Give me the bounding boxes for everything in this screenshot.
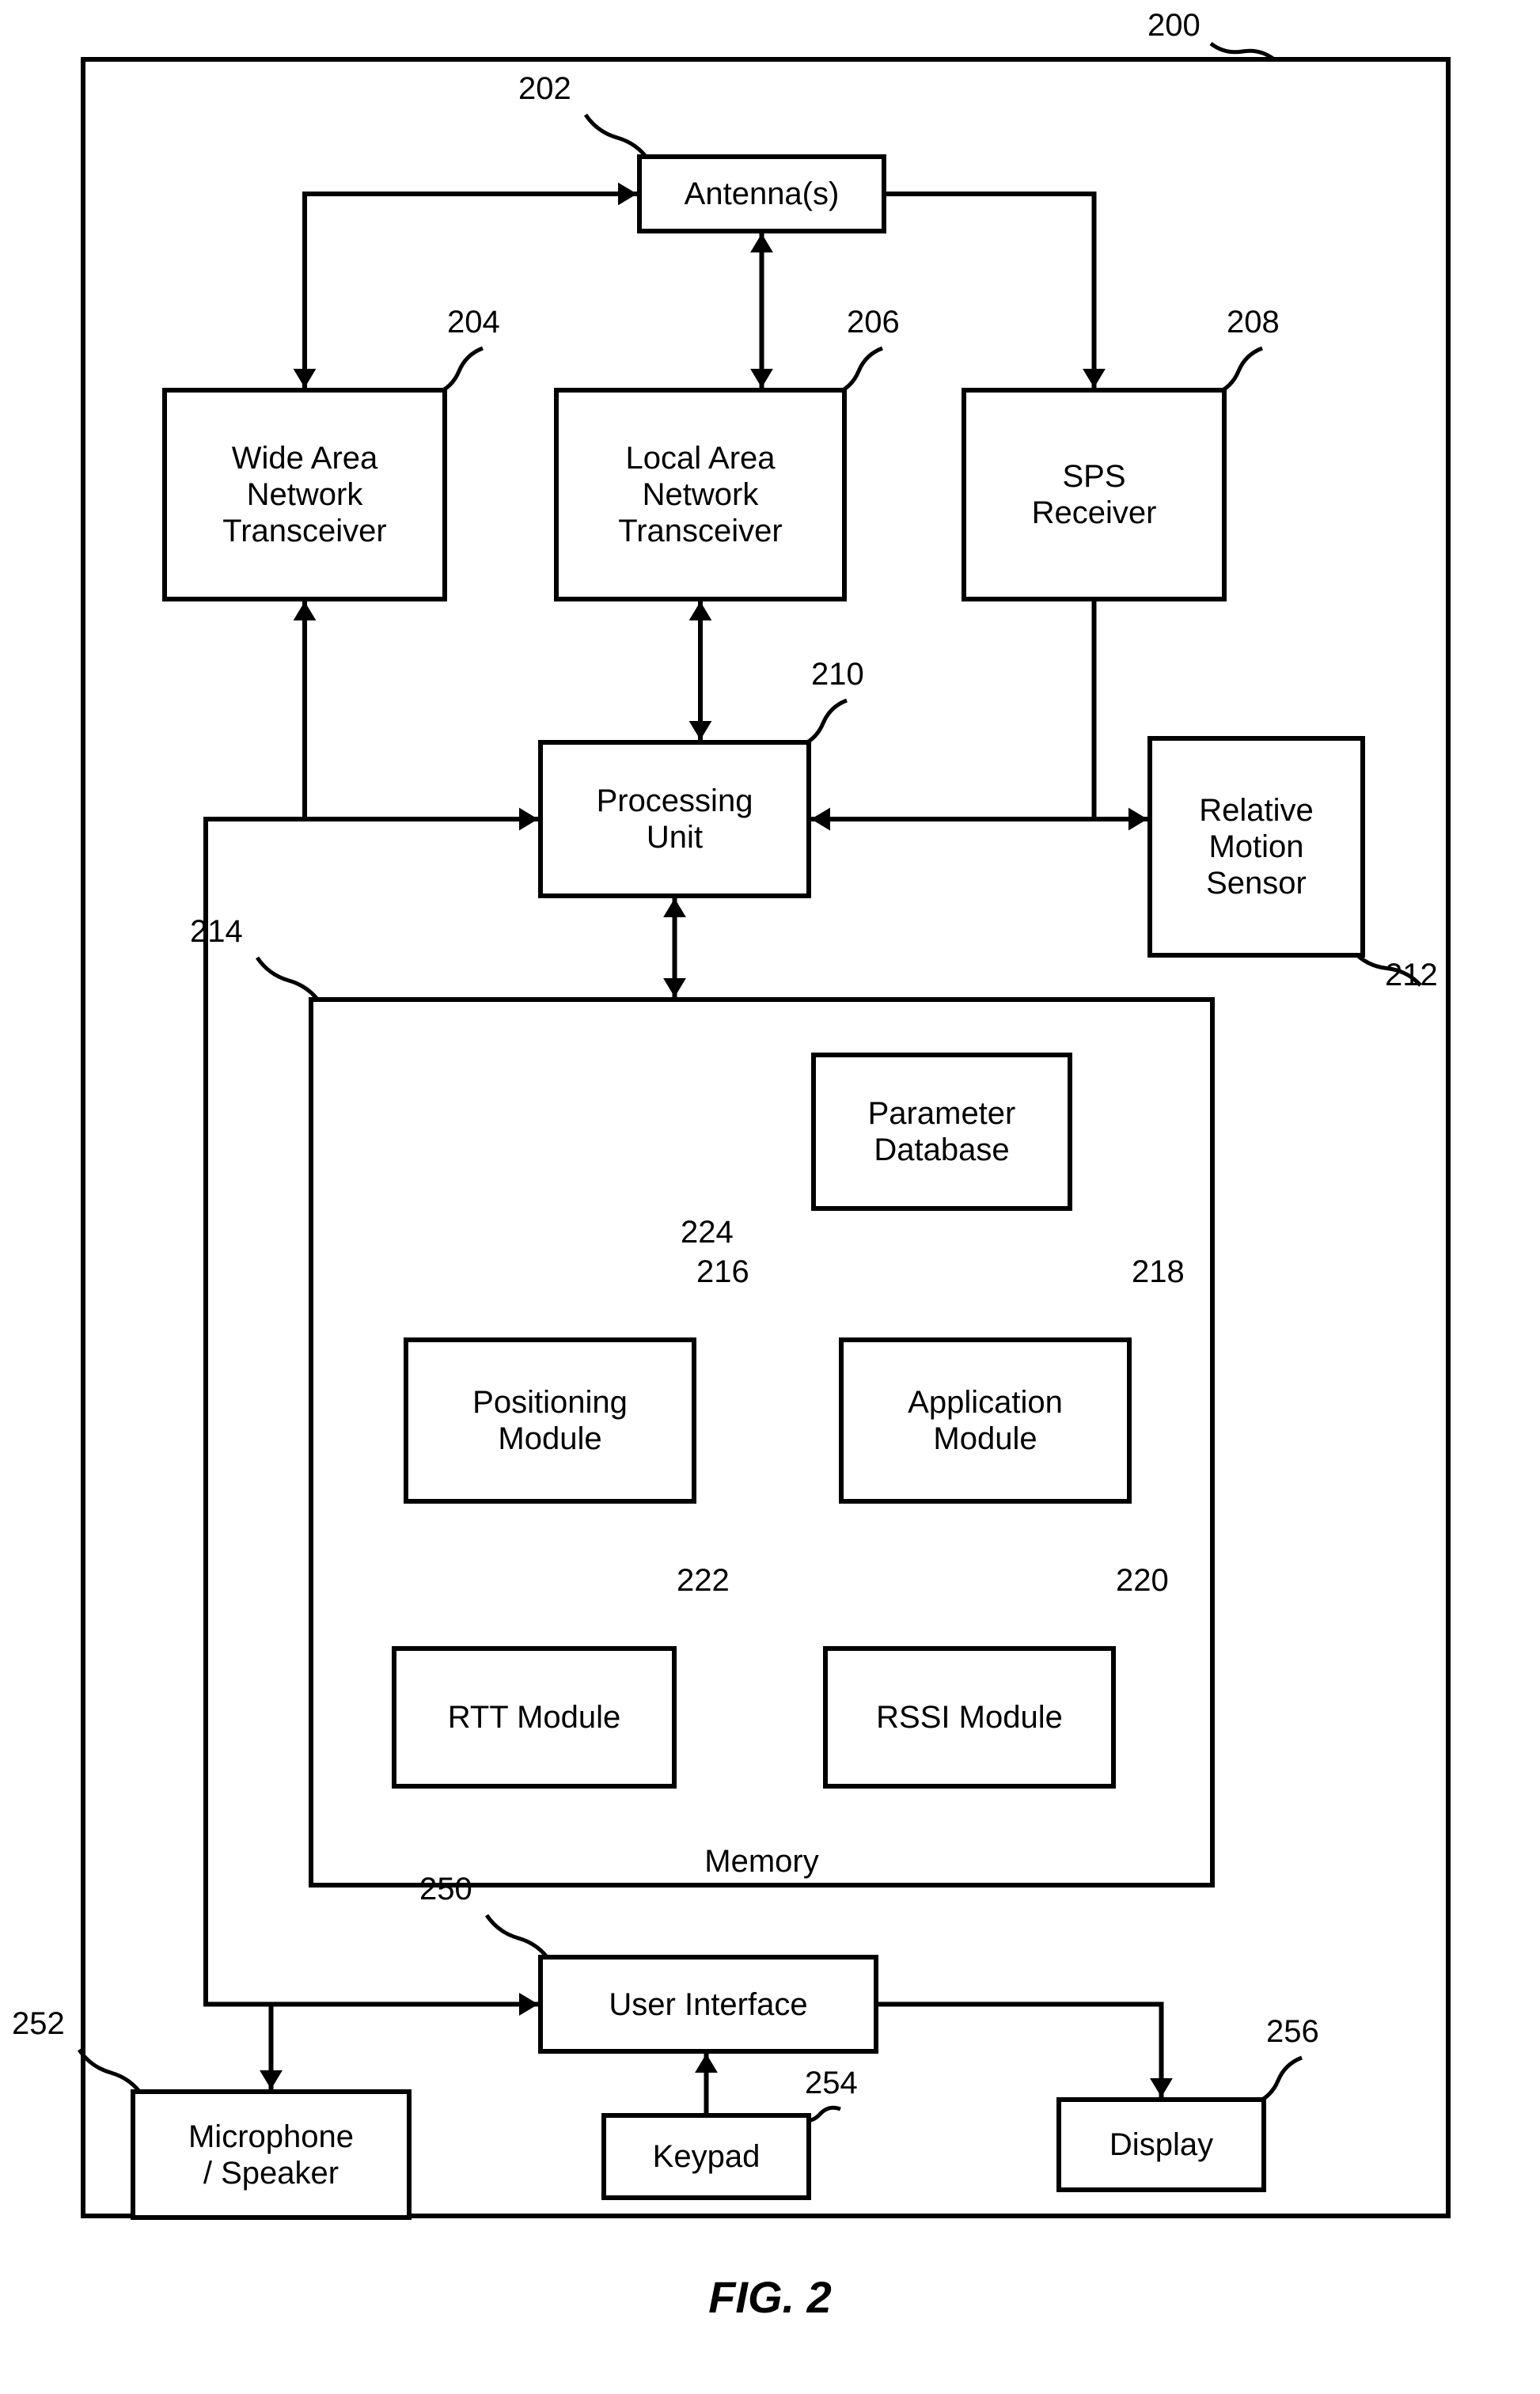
- ref-224: 224: [681, 1215, 734, 1250]
- block-proc: ProcessingUnit: [538, 740, 811, 898]
- block-sps-label: SPSReceiver: [1032, 458, 1157, 531]
- ref-222: 222: [677, 1563, 730, 1599]
- block-wan: Wide AreaNetworkTransceiver: [162, 388, 447, 601]
- block-param: ParameterDatabase: [811, 1053, 1072, 1211]
- block-sps: SPSReceiver: [962, 388, 1227, 601]
- figure-caption: FIG. 2: [0, 2271, 1540, 2323]
- block-lan: Local AreaNetworkTransceiver: [554, 388, 847, 601]
- ref-218: 218: [1132, 1254, 1185, 1290]
- block-rtt-label: RTT Module: [448, 1699, 621, 1736]
- block-antenna-label: Antenna(s): [685, 176, 840, 212]
- block-mic: Microphone/ Speaker: [131, 2089, 412, 2220]
- ref-254: 254: [805, 2066, 858, 2101]
- ref-212: 212: [1385, 958, 1438, 993]
- block-lan-label: Local AreaNetworkTransceiver: [618, 440, 782, 549]
- block-rtt: RTT Module: [392, 1646, 677, 1789]
- ref-214: 214: [190, 914, 243, 950]
- memory-caption: Memory: [309, 1844, 1215, 1880]
- ref-204: 204: [447, 305, 500, 340]
- ref-200: 200: [1147, 8, 1201, 44]
- block-display-label: Display: [1109, 2127, 1213, 2163]
- block-rssi: RSSI Module: [823, 1646, 1116, 1789]
- ref-256: 256: [1266, 2014, 1319, 2050]
- block-wan-label: Wide AreaNetworkTransceiver: [222, 440, 386, 549]
- block-appmod: ApplicationModule: [839, 1337, 1132, 1504]
- block-keypad-label: Keypad: [653, 2138, 761, 2175]
- block-keypad: Keypad: [601, 2113, 811, 2200]
- ref-210: 210: [811, 657, 864, 692]
- ref-252: 252: [12, 2006, 65, 2042]
- ref-208: 208: [1227, 305, 1280, 340]
- block-motion-label: RelativeMotionSensor: [1199, 792, 1314, 901]
- diagram-stage: FIG. 2 Antenna(s) 202 Wide AreaNetworkTran…: [0, 0, 1540, 2394]
- block-ui: User Interface: [538, 1955, 878, 2054]
- block-param-label: ParameterDatabase: [868, 1095, 1016, 1168]
- block-posmod-label: PositioningModule: [472, 1384, 628, 1457]
- block-ui-label: User Interface: [609, 1986, 807, 2023]
- block-display: Display: [1056, 2097, 1266, 2192]
- block-rssi-label: RSSI Module: [876, 1699, 1063, 1736]
- ref-202: 202: [518, 71, 571, 107]
- block-posmod: PositioningModule: [404, 1337, 696, 1504]
- block-appmod-label: ApplicationModule: [908, 1384, 1063, 1457]
- block-mic-label: Microphone/ Speaker: [188, 2119, 354, 2191]
- ref-220: 220: [1116, 1563, 1169, 1599]
- ref-216: 216: [696, 1254, 749, 1290]
- block-antenna: Antenna(s): [637, 154, 886, 233]
- ref-206: 206: [847, 305, 900, 340]
- block-motion: RelativeMotionSensor: [1147, 736, 1365, 958]
- block-proc-label: ProcessingUnit: [597, 783, 753, 856]
